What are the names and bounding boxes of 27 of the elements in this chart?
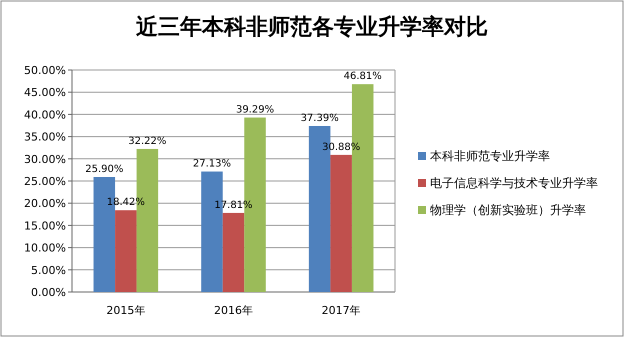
bar bbox=[330, 154, 352, 292]
data-label: 39.29% bbox=[236, 104, 274, 116]
data-label: 46.81% bbox=[344, 71, 382, 82]
x-tick-label: 2015年 bbox=[106, 304, 146, 317]
chart-title: 近三年本科非师范各专业升学率对比 bbox=[135, 14, 488, 40]
y-tick-label: 25.00% bbox=[24, 175, 66, 188]
legend-label: 物理学（创新实验班）升学率 bbox=[430, 203, 586, 217]
x-tick-label: 2017年 bbox=[322, 304, 361, 317]
y-tick-label: 35.00% bbox=[24, 130, 66, 144]
y-tick-label: 40.00% bbox=[24, 108, 66, 122]
x-tick-label: 2016年 bbox=[214, 304, 253, 317]
y-tick-label: 10.00% bbox=[24, 242, 66, 255]
legend-label: 电子信息科学与技术专业升学率 bbox=[430, 176, 598, 190]
legend-label: 本科非师范专业升学率 bbox=[430, 149, 550, 163]
data-label: 37.39% bbox=[300, 112, 339, 124]
y-tick-label: 30.00% bbox=[24, 152, 66, 166]
y-tick-label: 0.00% bbox=[31, 286, 66, 299]
y-tick-label: 45.00% bbox=[24, 86, 66, 100]
y-tick-label: 5.00% bbox=[31, 264, 66, 277]
y-tick-label: 15.00% bbox=[24, 219, 66, 232]
data-label: 27.13% bbox=[192, 158, 232, 170]
bar bbox=[222, 212, 244, 292]
data-label: 32.22% bbox=[128, 136, 166, 147]
y-tick-label: 50.00% bbox=[24, 64, 66, 77]
data-label: 25.90% bbox=[85, 164, 124, 176]
y-tick-label: 20.00% bbox=[24, 197, 66, 210]
bar bbox=[115, 210, 137, 292]
